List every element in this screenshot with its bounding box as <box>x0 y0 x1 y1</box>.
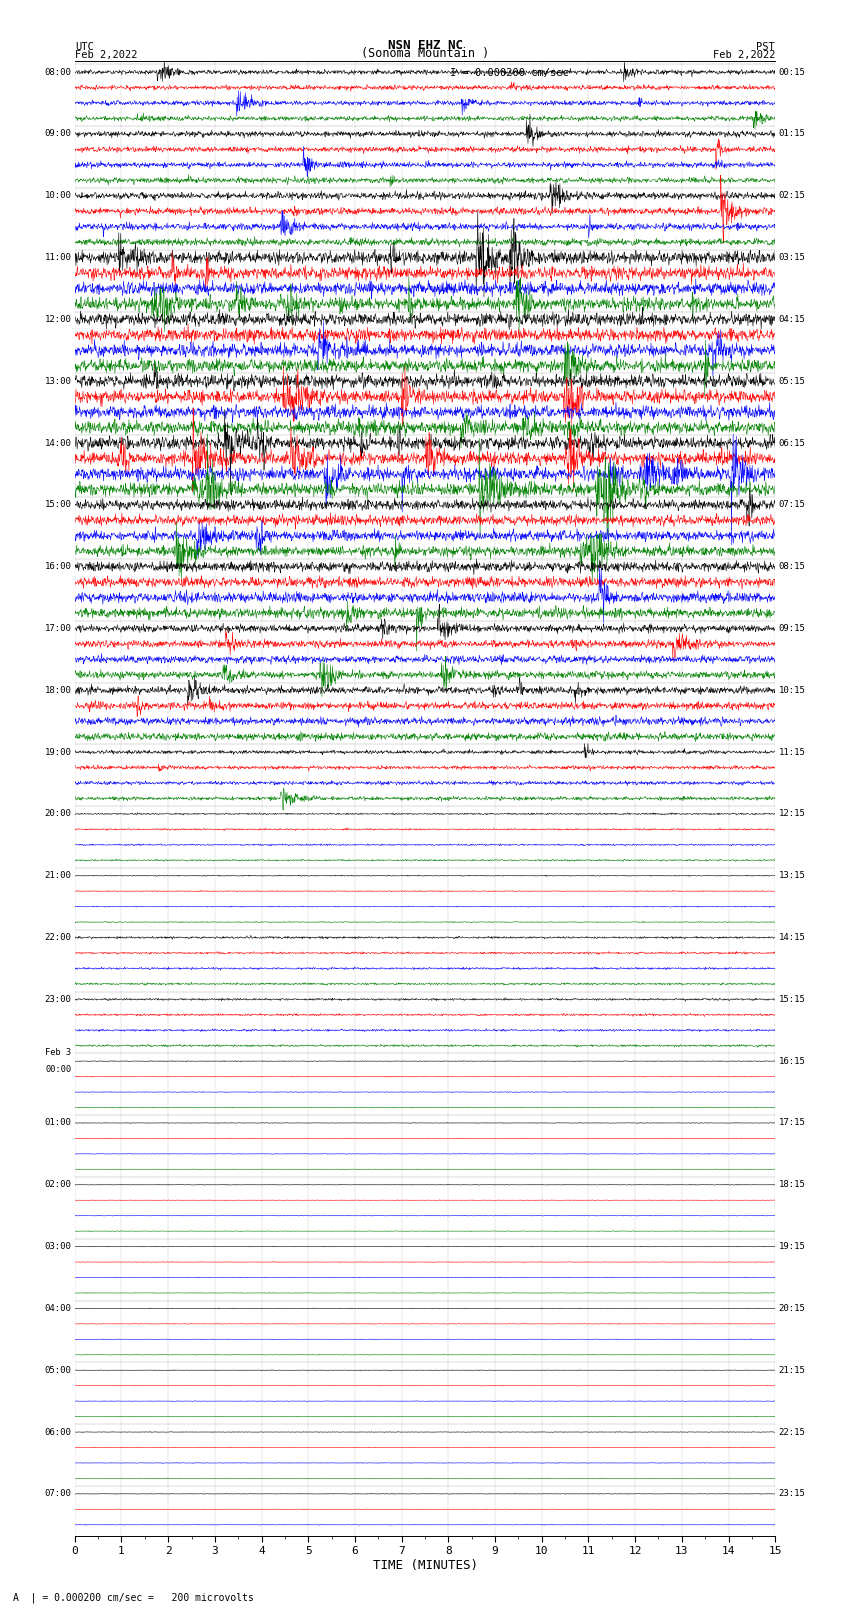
Text: 15:15: 15:15 <box>779 995 806 1003</box>
Text: 09:15: 09:15 <box>779 624 806 632</box>
Text: Feb 3: Feb 3 <box>45 1048 71 1057</box>
Text: 20:00: 20:00 <box>44 810 71 818</box>
Text: Feb 2,2022: Feb 2,2022 <box>75 50 138 60</box>
Text: 17:00: 17:00 <box>44 624 71 632</box>
Text: 19:15: 19:15 <box>779 1242 806 1252</box>
Text: 16:00: 16:00 <box>44 561 71 571</box>
Text: A  | = 0.000200 cm/sec =   200 microvolts: A | = 0.000200 cm/sec = 200 microvolts <box>13 1592 253 1603</box>
Text: 07:15: 07:15 <box>779 500 806 510</box>
Text: 04:00: 04:00 <box>44 1303 71 1313</box>
Text: 02:15: 02:15 <box>779 192 806 200</box>
Text: 06:00: 06:00 <box>44 1428 71 1437</box>
Text: 14:15: 14:15 <box>779 932 806 942</box>
Text: 19:00: 19:00 <box>44 747 71 756</box>
Text: 09:00: 09:00 <box>44 129 71 139</box>
Text: (Sonoma Mountain ): (Sonoma Mountain ) <box>361 47 489 60</box>
Text: 10:00: 10:00 <box>44 192 71 200</box>
Text: 21:00: 21:00 <box>44 871 71 881</box>
Text: 12:15: 12:15 <box>779 810 806 818</box>
Text: 18:00: 18:00 <box>44 686 71 695</box>
Text: 11:00: 11:00 <box>44 253 71 261</box>
Text: 11:15: 11:15 <box>779 747 806 756</box>
Text: 16:15: 16:15 <box>779 1057 806 1066</box>
Text: 00:15: 00:15 <box>779 68 806 76</box>
Text: UTC: UTC <box>75 42 94 52</box>
Text: 20:15: 20:15 <box>779 1303 806 1313</box>
Text: 01:00: 01:00 <box>44 1118 71 1127</box>
Text: 12:00: 12:00 <box>44 315 71 324</box>
Text: 18:15: 18:15 <box>779 1181 806 1189</box>
Text: 23:15: 23:15 <box>779 1489 806 1498</box>
Text: 03:15: 03:15 <box>779 253 806 261</box>
Text: 05:15: 05:15 <box>779 377 806 386</box>
X-axis label: TIME (MINUTES): TIME (MINUTES) <box>372 1558 478 1571</box>
Text: 06:15: 06:15 <box>779 439 806 447</box>
Text: 08:15: 08:15 <box>779 561 806 571</box>
Text: 08:00: 08:00 <box>44 68 71 76</box>
Text: 00:00: 00:00 <box>45 1065 71 1074</box>
Text: 04:15: 04:15 <box>779 315 806 324</box>
Text: 13:15: 13:15 <box>779 871 806 881</box>
Text: NSN EHZ NC: NSN EHZ NC <box>388 39 462 52</box>
Text: 01:15: 01:15 <box>779 129 806 139</box>
Text: 21:15: 21:15 <box>779 1366 806 1374</box>
Text: Feb 2,2022: Feb 2,2022 <box>712 50 775 60</box>
Text: 02:00: 02:00 <box>44 1181 71 1189</box>
Text: 05:00: 05:00 <box>44 1366 71 1374</box>
Text: 23:00: 23:00 <box>44 995 71 1003</box>
Text: 14:00: 14:00 <box>44 439 71 447</box>
Text: 15:00: 15:00 <box>44 500 71 510</box>
Text: 13:00: 13:00 <box>44 377 71 386</box>
Text: 07:00: 07:00 <box>44 1489 71 1498</box>
Text: 03:00: 03:00 <box>44 1242 71 1252</box>
Text: 22:00: 22:00 <box>44 932 71 942</box>
Text: I = 0.000200 cm/sec: I = 0.000200 cm/sec <box>450 68 570 77</box>
Text: PST: PST <box>756 42 775 52</box>
Text: 10:15: 10:15 <box>779 686 806 695</box>
Text: 17:15: 17:15 <box>779 1118 806 1127</box>
Text: 22:15: 22:15 <box>779 1428 806 1437</box>
